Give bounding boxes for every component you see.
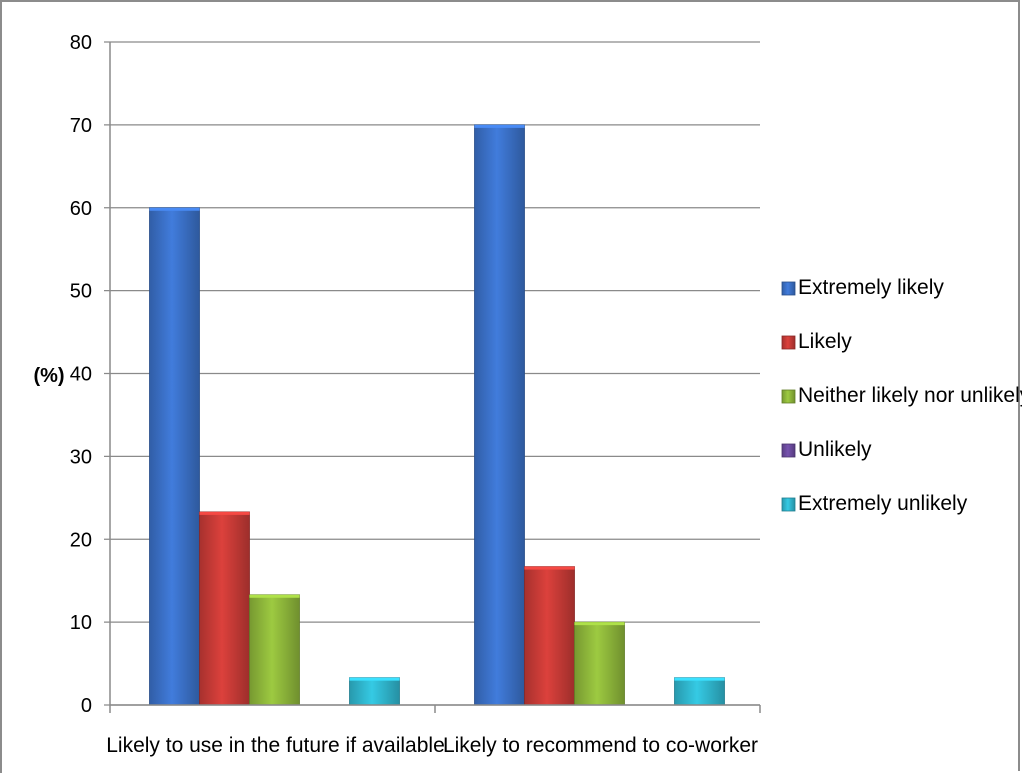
legend-swatch	[781, 389, 796, 404]
bar-top-highlight	[199, 511, 250, 515]
bar-top-highlight	[149, 207, 200, 211]
legend-label: Unlikely	[798, 438, 872, 461]
y-tick-label: 60	[70, 198, 92, 220]
legend-swatch	[781, 497, 796, 512]
bar	[524, 566, 575, 706]
legend-label: Likely	[798, 330, 852, 353]
bar	[674, 677, 725, 706]
legend-swatch	[781, 335, 796, 350]
bar-top-highlight	[249, 594, 300, 598]
y-tick-label: 70	[70, 115, 92, 137]
bar-top-highlight	[524, 566, 575, 570]
x-category-labels: Likely to use in the future if available…	[106, 734, 758, 757]
x-category-label: Likely to recommend to co-worker	[443, 734, 758, 757]
bars	[149, 124, 725, 706]
bar	[249, 594, 300, 706]
bar	[149, 207, 200, 706]
y-tick-label: 50	[70, 281, 92, 303]
y-axis-label: (%)	[33, 365, 64, 387]
axes	[109, 42, 761, 713]
bar	[349, 677, 400, 706]
x-category-label: Likely to use in the future if available	[106, 734, 445, 757]
y-tick-label: 30	[70, 446, 92, 468]
legend-label: Extremely likely	[798, 276, 944, 299]
bar-top-highlight	[349, 677, 400, 681]
y-tick-label: 80	[70, 32, 92, 54]
legend: Extremely likely Likely Neither likely nor…	[781, 276, 1022, 515]
bar	[574, 621, 625, 706]
legend-label: Neither likely nor unlikely	[798, 384, 1022, 407]
chart-left-edge	[0, 0, 2, 773]
y-tick-labels: 0 10 20 30 40 50 60 70 80	[70, 32, 92, 717]
bar	[474, 124, 525, 706]
legend-swatch	[781, 281, 796, 296]
legend-swatch	[781, 443, 796, 458]
bar-top-highlight	[674, 677, 725, 681]
legend-label: Extremely unlikely	[798, 492, 968, 515]
bar-top-highlight	[474, 124, 525, 128]
y-tick-label: 20	[70, 529, 92, 551]
bar-top-highlight	[574, 622, 625, 626]
y-tick-label: 0	[81, 695, 92, 717]
y-tick-label: 10	[70, 612, 92, 634]
y-tick-label: 40	[70, 364, 92, 386]
bar	[199, 511, 250, 706]
